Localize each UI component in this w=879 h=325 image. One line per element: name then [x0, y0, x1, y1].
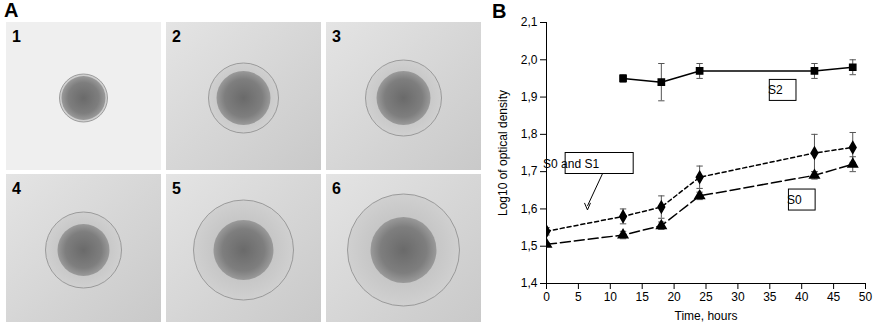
svg-text:S0 and S1: S0 and S1	[543, 157, 599, 171]
svg-text:1,9: 1,9	[521, 90, 538, 104]
svg-text:5: 5	[172, 180, 181, 197]
svg-text:2: 2	[172, 28, 181, 45]
svg-text:2,1: 2,1	[521, 15, 538, 29]
svg-text:1,4: 1,4	[521, 276, 538, 290]
svg-text:15: 15	[636, 290, 650, 304]
svg-text:40: 40	[795, 290, 809, 304]
svg-text:35: 35	[763, 290, 777, 304]
svg-text:1,5: 1,5	[521, 239, 538, 253]
svg-text:1,6: 1,6	[521, 202, 538, 216]
svg-text:Log10 of optical density: Log10 of optical density	[496, 90, 510, 216]
svg-text:S2: S2	[768, 83, 783, 97]
svg-text:10: 10	[604, 290, 618, 304]
svg-text:Time, hours: Time, hours	[675, 309, 738, 323]
svg-text:50: 50	[859, 290, 873, 304]
svg-text:5: 5	[575, 290, 582, 304]
svg-text:0: 0	[543, 290, 550, 304]
svg-text:A: A	[4, 0, 18, 21]
svg-text:45: 45	[827, 290, 841, 304]
svg-text:4: 4	[12, 180, 21, 197]
svg-text:6: 6	[332, 180, 341, 197]
svg-text:1: 1	[12, 28, 21, 45]
svg-text:1,8: 1,8	[521, 127, 538, 141]
svg-text:1,7: 1,7	[521, 164, 538, 178]
svg-text:2,0: 2,0	[521, 53, 538, 67]
svg-text:20: 20	[667, 290, 681, 304]
html-text:B: B	[492, 0, 507, 22]
svg-text:30: 30	[731, 290, 745, 304]
svg-text:S0: S0	[787, 193, 802, 207]
svg-text:3: 3	[332, 28, 341, 45]
svg-text:25: 25	[699, 290, 713, 304]
